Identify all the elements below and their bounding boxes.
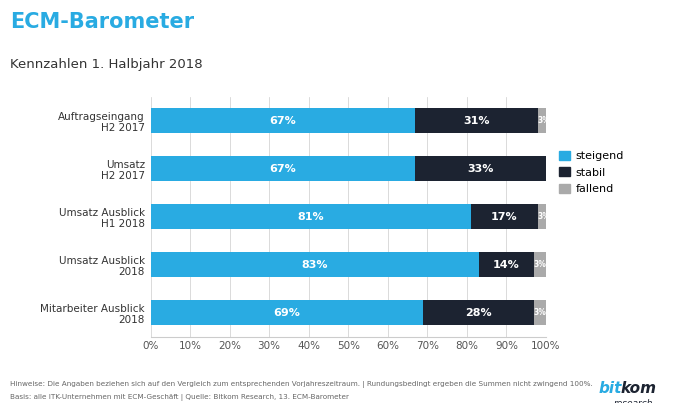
Text: research: research <box>613 399 652 403</box>
Text: 33%: 33% <box>468 164 494 174</box>
Bar <box>416 156 546 181</box>
Bar <box>424 300 534 325</box>
Text: 28%: 28% <box>466 307 492 318</box>
Legend: steigend, stabil, fallend: steigend, stabil, fallend <box>559 151 624 194</box>
Bar <box>538 204 550 229</box>
Text: ECM-Barometer: ECM-Barometer <box>10 12 195 32</box>
Text: 31%: 31% <box>463 116 490 126</box>
Text: 3%: 3% <box>538 212 550 221</box>
Text: Hinweise: Die Angaben beziehen sich auf den Vergleich zum entsprechenden Vorjahr: Hinweise: Die Angaben beziehen sich auf … <box>10 381 594 388</box>
Bar <box>150 300 424 325</box>
Text: 3%: 3% <box>533 308 547 317</box>
Bar <box>479 252 534 277</box>
Text: bit: bit <box>598 381 622 396</box>
Text: kom: kom <box>620 381 656 396</box>
Bar <box>538 108 550 133</box>
Bar <box>471 204 538 229</box>
Bar <box>534 300 546 325</box>
Bar <box>150 252 479 277</box>
Bar <box>150 156 416 181</box>
Text: 17%: 17% <box>491 212 518 222</box>
Text: 67%: 67% <box>270 164 296 174</box>
Bar <box>150 204 471 229</box>
Text: 14%: 14% <box>493 260 520 270</box>
Text: 3%: 3% <box>533 260 547 269</box>
Text: 83%: 83% <box>302 260 328 270</box>
Text: 67%: 67% <box>270 116 296 126</box>
Text: 69%: 69% <box>274 307 300 318</box>
Bar <box>534 252 546 277</box>
Bar <box>150 108 416 133</box>
Bar <box>416 108 538 133</box>
Text: 81%: 81% <box>298 212 324 222</box>
Text: Kennzahlen 1. Halbjahr 2018: Kennzahlen 1. Halbjahr 2018 <box>10 58 203 71</box>
Text: Basis: alle ITK-Unternehmen mit ECM-Geschäft | Quelle: Bitkom Research, 13. ECM-: Basis: alle ITK-Unternehmen mit ECM-Gesc… <box>10 394 349 401</box>
Text: 3%: 3% <box>538 116 550 125</box>
